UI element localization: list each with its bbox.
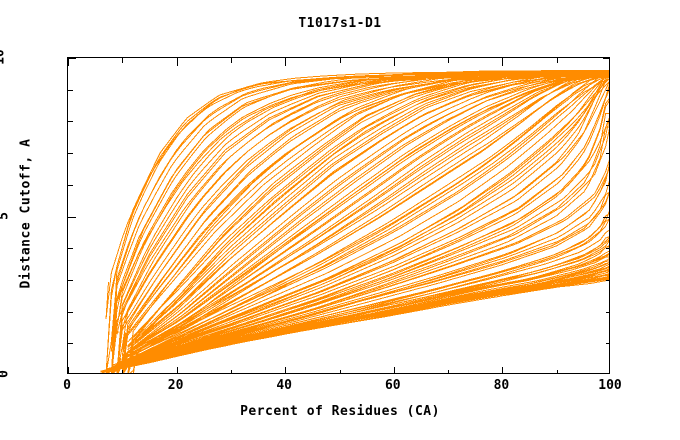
series-line bbox=[111, 72, 609, 373]
x-tick-bottom bbox=[122, 370, 123, 373]
series-line bbox=[127, 72, 609, 373]
x-tick-bottom bbox=[231, 370, 232, 373]
x-axis-tick-labels: 0 20 40 60 80 100 bbox=[0, 378, 680, 398]
series-line bbox=[111, 71, 609, 373]
x-tick-bottom bbox=[448, 370, 449, 373]
series-line bbox=[127, 75, 609, 373]
series-line bbox=[105, 75, 609, 373]
x-tick-bottom bbox=[394, 367, 395, 373]
y-tick-left bbox=[68, 90, 73, 91]
x-tick-top bbox=[231, 58, 232, 63]
y-tick-left bbox=[68, 153, 73, 154]
series-line bbox=[116, 74, 609, 373]
series-line bbox=[127, 76, 609, 351]
y-tick-right bbox=[606, 280, 609, 281]
y-tick-left bbox=[68, 343, 73, 344]
series-line bbox=[127, 78, 609, 373]
series-line bbox=[122, 81, 609, 373]
x-tick-label: 60 bbox=[384, 378, 401, 393]
page-title: T1017s1-D1 bbox=[298, 16, 382, 31]
series-line bbox=[122, 73, 609, 373]
plot-area bbox=[67, 57, 610, 374]
series-line bbox=[127, 74, 609, 373]
series-line bbox=[116, 72, 609, 373]
series-line bbox=[112, 218, 609, 373]
x-tick-label: 40 bbox=[276, 378, 293, 393]
x-tick-top bbox=[285, 58, 286, 66]
x-tick-bottom bbox=[340, 370, 341, 373]
y-tick-right bbox=[603, 217, 609, 218]
y-tick-left bbox=[68, 58, 76, 59]
y-tick-right bbox=[606, 248, 609, 249]
y-tick-right bbox=[606, 121, 609, 122]
y-axis-title: Distance Cutoff, A bbox=[18, 138, 34, 289]
series-line bbox=[122, 117, 609, 373]
series-line bbox=[105, 76, 609, 373]
series-line bbox=[112, 210, 609, 373]
y-tick-left bbox=[68, 217, 76, 218]
series-line bbox=[127, 75, 609, 373]
x-tick-top bbox=[340, 58, 341, 63]
series-line bbox=[122, 74, 609, 373]
y-tick-left bbox=[68, 280, 73, 281]
y-tick-left bbox=[68, 312, 73, 313]
x-tick-top bbox=[448, 58, 449, 63]
x-tick-label: 20 bbox=[167, 378, 184, 393]
x-tick-bottom bbox=[557, 370, 558, 373]
x-tick-top bbox=[177, 58, 178, 66]
y-tick-label: 5 bbox=[0, 212, 12, 220]
y-tick-right bbox=[606, 343, 609, 344]
y-tick-left bbox=[68, 121, 73, 122]
curves-layer bbox=[100, 69, 609, 373]
x-tick-top bbox=[68, 58, 69, 66]
series-line bbox=[122, 75, 609, 373]
y-tick-left bbox=[68, 248, 73, 249]
series-line bbox=[112, 237, 609, 373]
x-tick-bottom bbox=[68, 367, 69, 373]
x-tick-bottom bbox=[502, 367, 503, 373]
series-line bbox=[112, 163, 609, 373]
x-axis-title: Percent of Residues (CA) bbox=[240, 404, 440, 419]
series-line bbox=[121, 75, 609, 363]
series-line bbox=[117, 128, 609, 373]
series-line bbox=[127, 74, 609, 348]
series-line bbox=[122, 78, 609, 373]
series-line bbox=[127, 72, 609, 373]
series-line bbox=[116, 72, 609, 373]
x-tick-top bbox=[502, 58, 503, 66]
y-tick-right bbox=[606, 153, 609, 154]
series-line bbox=[129, 76, 609, 373]
series-line bbox=[117, 159, 609, 373]
series-line bbox=[122, 73, 609, 362]
x-tick-top bbox=[557, 58, 558, 63]
x-tick-bottom bbox=[285, 367, 286, 373]
x-tick-top bbox=[122, 58, 123, 63]
x-tick-label: 80 bbox=[493, 378, 510, 393]
y-tick-right bbox=[603, 58, 609, 59]
series-line bbox=[117, 87, 609, 373]
series-line bbox=[127, 76, 609, 352]
x-tick-bottom bbox=[177, 367, 178, 373]
y-tick-right bbox=[606, 312, 609, 313]
x-tick-top bbox=[394, 58, 395, 66]
y-tick-right bbox=[606, 90, 609, 91]
series-line bbox=[127, 76, 609, 353]
y-tick-label: 10 bbox=[0, 49, 8, 65]
series-line bbox=[116, 74, 609, 373]
x-tick-label: 100 bbox=[598, 378, 622, 393]
series-line bbox=[127, 73, 609, 373]
series-line bbox=[122, 72, 609, 356]
series-line bbox=[111, 192, 609, 373]
y-tick-right bbox=[606, 185, 609, 186]
series-line bbox=[105, 73, 609, 320]
y-tick-left bbox=[68, 185, 73, 186]
series-line bbox=[122, 81, 609, 373]
y-tick-label: 0 bbox=[0, 370, 12, 378]
x-tick-label: 0 bbox=[63, 378, 71, 393]
series-line bbox=[122, 71, 609, 373]
series-line bbox=[122, 74, 609, 373]
